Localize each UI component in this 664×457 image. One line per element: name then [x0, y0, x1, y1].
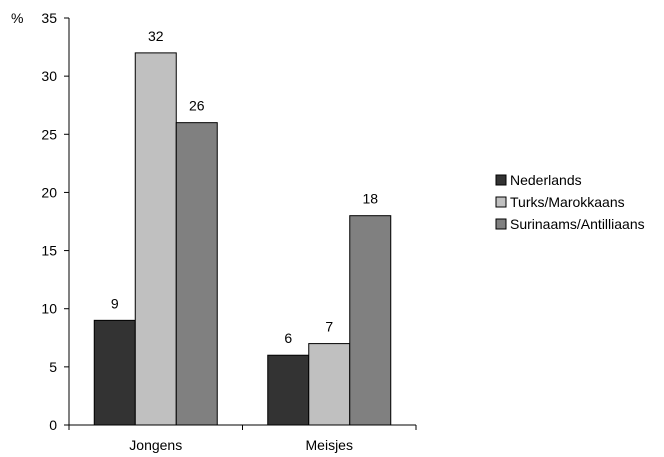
- legend-label: Surinaams/Antilliaans: [510, 216, 645, 232]
- y-tick-label: 35: [41, 10, 57, 26]
- bar-turks-marokkaans-meisjes: [308, 343, 351, 426]
- y-tick-label: 25: [41, 126, 57, 142]
- axes-layer: % 0 5 10 15 20 25 30 35 Jongens Meisjes: [11, 10, 417, 453]
- y-tick-label: 30: [41, 68, 57, 84]
- bar-nederlands-meisjes: [267, 354, 310, 426]
- y-tick-label: 10: [41, 301, 57, 317]
- data-label: 26: [189, 98, 205, 114]
- data-label: 6: [284, 330, 292, 346]
- legend-swatch: [495, 196, 507, 208]
- y-tick-label: 5: [49, 359, 57, 375]
- data-label: 32: [148, 28, 164, 44]
- data-label: 7: [325, 319, 333, 335]
- data-label: 18: [362, 191, 378, 207]
- legend-label: Turks/Marokkaans: [510, 194, 625, 210]
- legend-swatch: [495, 218, 507, 230]
- y-axis-unit-label: %: [11, 10, 23, 26]
- data-labels-layer: 9 32 26 6 7 18: [111, 28, 378, 346]
- y-tick-label: 20: [41, 184, 57, 200]
- legend-swatch: [495, 174, 507, 186]
- legend: Nederlands Turks/Marokkaans Surinaams/Anti…: [495, 172, 645, 232]
- y-tick-label: 0: [49, 417, 57, 433]
- x-category-label: Meisjes: [306, 437, 353, 453]
- x-category-label: Jongens: [129, 437, 182, 453]
- y-tick-label: 15: [41, 243, 57, 259]
- bar-turks-marokkaans-jongens: [134, 52, 177, 426]
- bar-surinaams-antilliaans-meisjes: [349, 215, 392, 426]
- bar-nederlands-jongens: [93, 319, 136, 426]
- data-label: 9: [111, 295, 119, 311]
- legend-label: Nederlands: [510, 172, 582, 188]
- bars-layer: [93, 52, 392, 426]
- bar-surinaams-antilliaans-jongens: [175, 122, 218, 426]
